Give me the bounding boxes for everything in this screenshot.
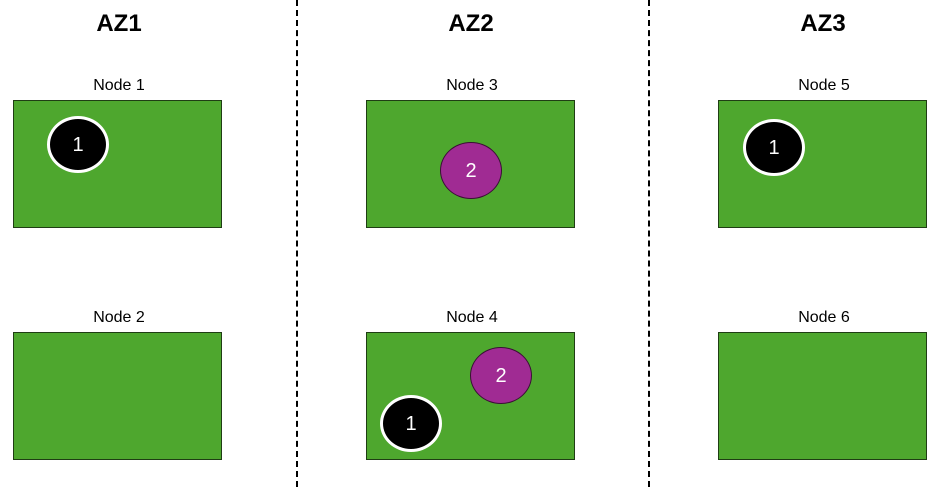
zone-title-az1: AZ1 <box>96 10 142 37</box>
pod-1: 1 <box>380 395 442 452</box>
pod-2: 2 <box>440 142 502 199</box>
node-5-label: Node 5 <box>798 77 850 94</box>
node-2-label: Node 2 <box>93 309 145 326</box>
node-3-box: 2 <box>366 100 575 228</box>
node-3-label: Node 3 <box>446 77 498 94</box>
pod-1: 1 <box>743 119 805 176</box>
node-4-label: Node 4 <box>446 309 498 326</box>
zone-title-az3: AZ3 <box>800 10 846 37</box>
pod-1: 1 <box>47 116 109 173</box>
zone-title-az2: AZ2 <box>448 10 494 37</box>
node-6-label: Node 6 <box>798 309 850 326</box>
node-5-box: 1 <box>718 100 927 228</box>
zone-divider-2 <box>648 0 650 487</box>
node-1-box: 1 <box>13 100 222 228</box>
node-1-label: Node 1 <box>93 77 145 94</box>
zone-divider-1 <box>296 0 298 487</box>
node-2-box <box>13 332 222 460</box>
pod-2: 2 <box>470 347 532 404</box>
node-6-box <box>718 332 927 460</box>
node-4-box: 2 1 <box>366 332 575 460</box>
